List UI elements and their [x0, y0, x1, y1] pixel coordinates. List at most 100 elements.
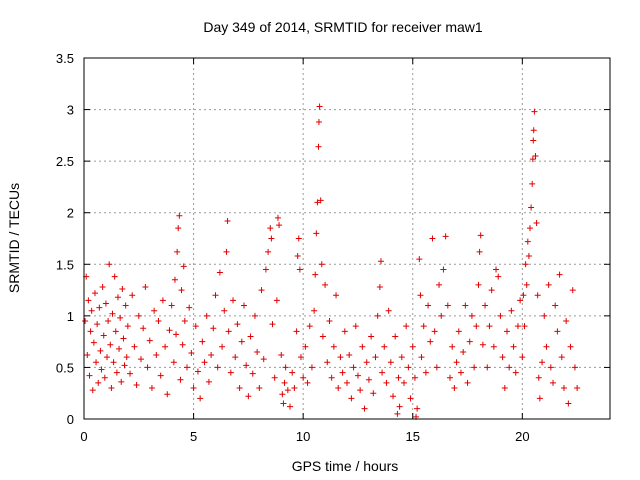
- data-point: [339, 369, 346, 376]
- data-point: [425, 302, 432, 309]
- data-point: [429, 235, 436, 242]
- data-point: [279, 391, 286, 398]
- data-point: [403, 323, 410, 330]
- data-point: [328, 374, 335, 381]
- data-point: [86, 372, 93, 379]
- data-point: [223, 248, 230, 255]
- x-tick-label: 20: [515, 429, 529, 444]
- data-points: [82, 103, 581, 420]
- data-point: [407, 395, 414, 402]
- y-tick-label: 1.5: [56, 257, 74, 272]
- data-point: [318, 261, 325, 268]
- data-point: [88, 307, 95, 314]
- data-point: [519, 354, 526, 361]
- data-point: [326, 318, 333, 325]
- data-point: [109, 310, 116, 317]
- data-point: [319, 333, 326, 340]
- data-point: [517, 297, 524, 304]
- x-tick-label: 0: [80, 429, 87, 444]
- data-point: [374, 312, 381, 319]
- data-point: [484, 364, 491, 371]
- data-point: [453, 359, 460, 366]
- data-point: [234, 321, 241, 328]
- data-point: [93, 359, 100, 366]
- data-point: [293, 328, 300, 335]
- y-tick-label: 3.5: [56, 51, 74, 66]
- data-point: [131, 343, 138, 350]
- data-point: [438, 312, 445, 319]
- data-point: [532, 152, 539, 159]
- data-point: [533, 220, 540, 227]
- data-point: [107, 341, 114, 348]
- data-point: [84, 352, 91, 359]
- data-point: [396, 403, 403, 410]
- data-point: [89, 387, 96, 394]
- data-point: [444, 302, 451, 309]
- data-point: [214, 364, 221, 371]
- data-point: [205, 378, 212, 385]
- data-point: [133, 381, 140, 388]
- data-point: [265, 248, 272, 255]
- data-point: [281, 379, 288, 386]
- data-point: [417, 292, 424, 299]
- data-point: [529, 156, 536, 163]
- data-point: [510, 343, 517, 350]
- data-point: [232, 354, 239, 361]
- data-point: [268, 235, 275, 242]
- data-point: [201, 359, 208, 366]
- data-point: [311, 307, 318, 314]
- data-point: [486, 323, 493, 330]
- data-point: [361, 405, 368, 412]
- data-point: [524, 238, 531, 245]
- data-point: [171, 276, 178, 283]
- data-point: [106, 261, 113, 268]
- data-point: [98, 366, 105, 373]
- data-point: [383, 379, 390, 386]
- data-point: [495, 273, 502, 280]
- data-point: [394, 410, 401, 417]
- data-point: [296, 266, 303, 273]
- data-point: [488, 287, 495, 294]
- data-point: [330, 343, 337, 350]
- data-point: [120, 335, 127, 342]
- data-point: [571, 364, 578, 371]
- data-point: [221, 307, 228, 314]
- data-point: [314, 199, 321, 206]
- data-point: [440, 266, 447, 273]
- data-point: [422, 369, 429, 376]
- data-point: [455, 328, 462, 335]
- data-point: [153, 352, 160, 359]
- data-point: [102, 300, 109, 307]
- data-point: [333, 292, 340, 299]
- data-point: [543, 343, 550, 350]
- data-point: [433, 364, 440, 371]
- data-point: [278, 352, 285, 359]
- data-point: [520, 292, 527, 299]
- data-point: [522, 261, 529, 268]
- data-point: [236, 385, 243, 392]
- data-point: [110, 359, 117, 366]
- data-point: [357, 387, 364, 394]
- data-point: [140, 325, 147, 332]
- data-point: [162, 343, 169, 350]
- data-point: [203, 312, 210, 319]
- data-point: [344, 379, 350, 386]
- data-point: [352, 323, 359, 330]
- data-point: [499, 354, 506, 361]
- y-tick-label: 2.5: [56, 154, 74, 169]
- data-point: [116, 345, 123, 352]
- data-point: [179, 341, 186, 348]
- data-point: [155, 318, 162, 325]
- data-point: [379, 369, 386, 376]
- data-point: [536, 395, 543, 402]
- data-point: [535, 374, 542, 381]
- data-point: [514, 323, 521, 330]
- data-point: [479, 341, 486, 348]
- data-point: [317, 197, 324, 204]
- axis-ticks: 0 5 10 15 20 0 0.5 1 1.5 2 2.5 3 3.5: [56, 51, 610, 444]
- data-point: [534, 292, 541, 299]
- data-point: [276, 222, 283, 229]
- data-point: [569, 287, 576, 294]
- data-point: [90, 339, 97, 346]
- data-point: [219, 343, 226, 350]
